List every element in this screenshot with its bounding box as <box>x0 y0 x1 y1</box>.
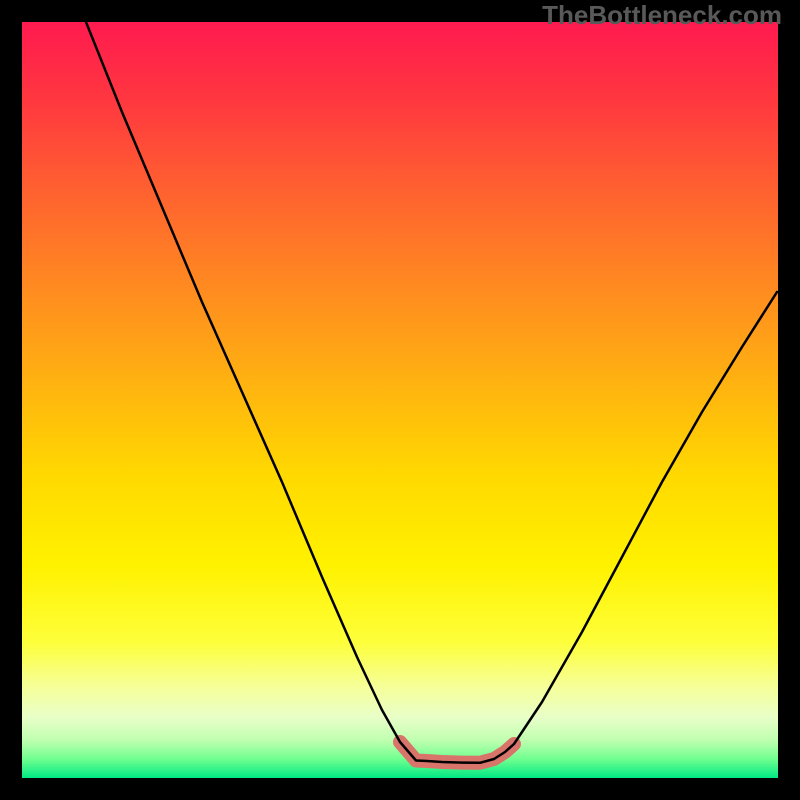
curve-layer <box>22 22 778 778</box>
chart-container: TheBottleneck.com <box>0 0 800 800</box>
gradient-bg <box>22 22 778 778</box>
plot-area <box>22 22 778 778</box>
watermark-text: TheBottleneck.com <box>542 0 782 31</box>
